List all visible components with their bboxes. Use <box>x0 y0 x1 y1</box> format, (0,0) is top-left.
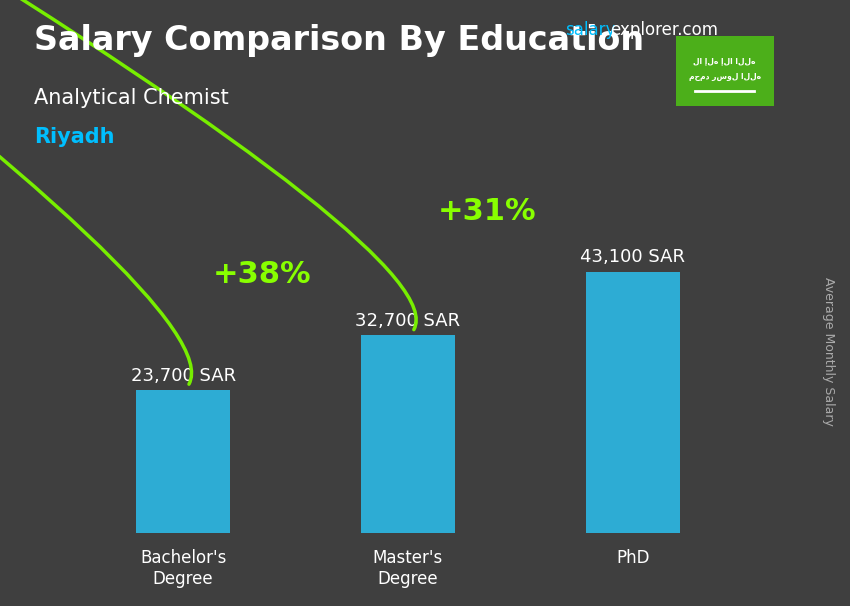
Text: 43,100 SAR: 43,100 SAR <box>581 248 685 266</box>
Text: explorer.com: explorer.com <box>610 21 718 39</box>
Bar <box>586 272 680 533</box>
Text: 32,700 SAR: 32,700 SAR <box>355 311 461 330</box>
Bar <box>360 335 456 533</box>
Text: +31%: +31% <box>438 197 536 226</box>
Text: محمد رسول الله: محمد رسول الله <box>688 72 761 81</box>
Text: Riyadh: Riyadh <box>34 127 115 147</box>
Text: +38%: +38% <box>212 260 311 289</box>
Text: Salary Comparison By Education: Salary Comparison By Education <box>34 24 644 57</box>
Text: 23,700 SAR: 23,700 SAR <box>131 367 235 385</box>
Text: salary: salary <box>565 21 615 39</box>
Text: لا إله إلا الله: لا إله إلا الله <box>694 56 756 65</box>
Text: Analytical Chemist: Analytical Chemist <box>34 88 229 108</box>
Text: Average Monthly Salary: Average Monthly Salary <box>822 277 836 426</box>
Bar <box>136 390 230 533</box>
